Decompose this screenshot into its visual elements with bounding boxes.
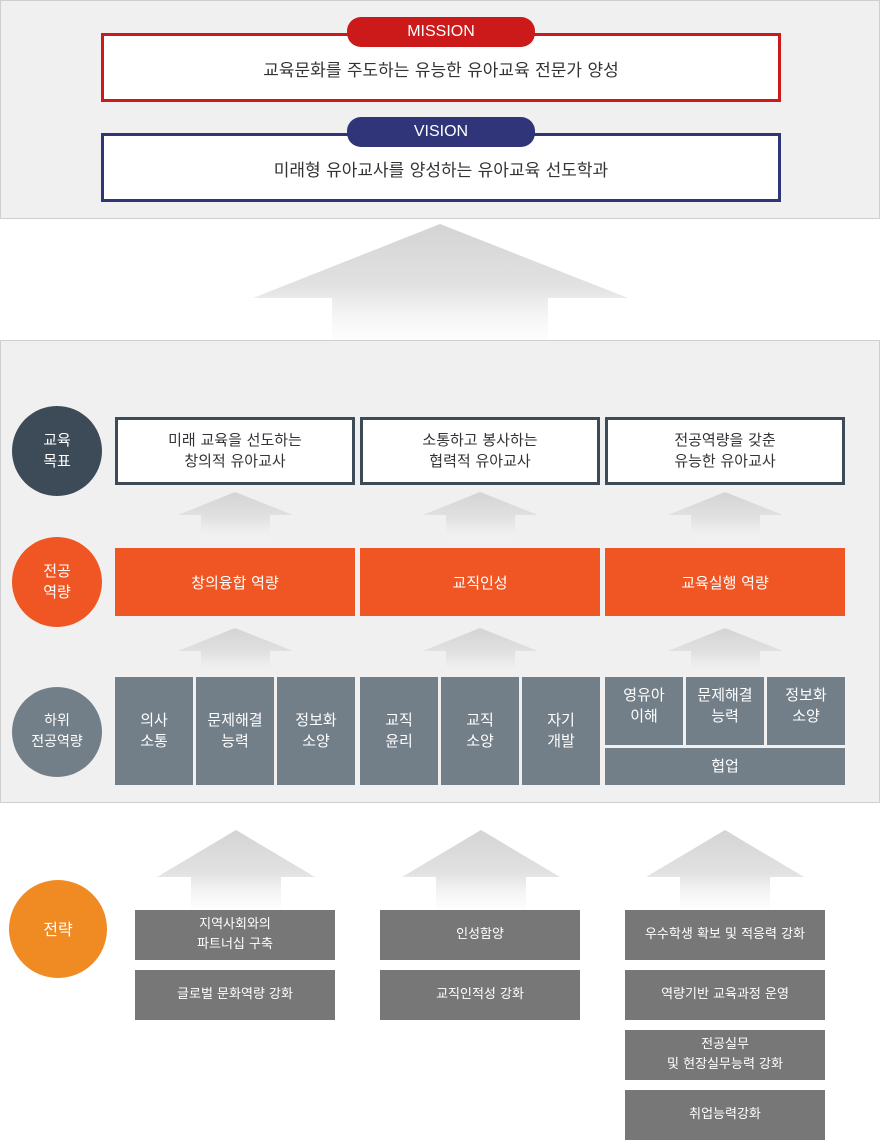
- sub-box: 교직 소양: [441, 677, 519, 785]
- sub-box: 정보화 소양: [767, 677, 845, 745]
- goal-box-1: 미래 교육을 선도하는 창의적 유아교사: [115, 417, 355, 485]
- up-arrow-icon: [668, 628, 783, 676]
- strategy-box: 역량기반 교육과정 운영: [625, 970, 825, 1020]
- competencies-label: 전공 역량: [12, 537, 102, 627]
- strategy-label: 전략: [9, 880, 107, 978]
- sub-box: 영유아 이해: [605, 677, 683, 745]
- strategy-box: 전공실무 및 현장실무능력 강화: [625, 1030, 825, 1080]
- strategy-box: 글로벌 문화역량 강화: [135, 970, 335, 1020]
- up-arrow-icon: [423, 492, 538, 542]
- sub-box-shared: 협업: [605, 748, 845, 785]
- vision-badge: VISION: [347, 117, 535, 147]
- strategy-box: 인성함양: [380, 910, 580, 960]
- goal-box-3: 전공역량을 갖춘 유능한 유아교사: [605, 417, 845, 485]
- up-arrow-icon: [423, 628, 538, 676]
- sub-box: 의사 소통: [115, 677, 193, 785]
- up-arrow-icon: [402, 830, 560, 910]
- up-arrow-icon: [178, 492, 293, 542]
- competency-box-1: 창의융합 역량: [115, 548, 355, 616]
- up-arrow-icon: [646, 830, 804, 910]
- vision-text: 미래형 유아교사를 양성하는 유아교육 선도학과: [273, 161, 609, 181]
- strategy-box: 지역사회와의 파트너십 구축: [135, 910, 335, 960]
- strategy-box: 교직인적성 강화: [380, 970, 580, 1020]
- sub-competencies-label: 하위 전공역량: [12, 687, 102, 777]
- competency-box-3: 교육실행 역량: [605, 548, 845, 616]
- sub-box: 정보화 소양: [277, 677, 355, 785]
- up-arrow-icon: [157, 830, 315, 910]
- mission-text: 교육문화를 주도하는 유능한 유아교육 전문가 양성: [263, 61, 619, 81]
- sub-box: 문제해결 능력: [686, 677, 764, 745]
- strategy-box: 취업능력강화: [625, 1090, 825, 1140]
- goals-label: 교육 목표: [12, 406, 102, 496]
- up-arrow-icon: [178, 628, 293, 676]
- sub-box: 교직 윤리: [360, 677, 438, 785]
- competency-box-2: 교직인성: [360, 548, 600, 616]
- strategy-box: 우수학생 확보 및 적응력 강화: [625, 910, 825, 960]
- up-arrow-icon: [668, 492, 783, 542]
- mission-badge: MISSION: [347, 17, 535, 47]
- sub-box: 문제해결 능력: [196, 677, 274, 785]
- up-arrow-icon: [253, 224, 628, 340]
- goal-box-2: 소통하고 봉사하는 협력적 유아교사: [360, 417, 600, 485]
- sub-box: 자기 개발: [522, 677, 600, 785]
